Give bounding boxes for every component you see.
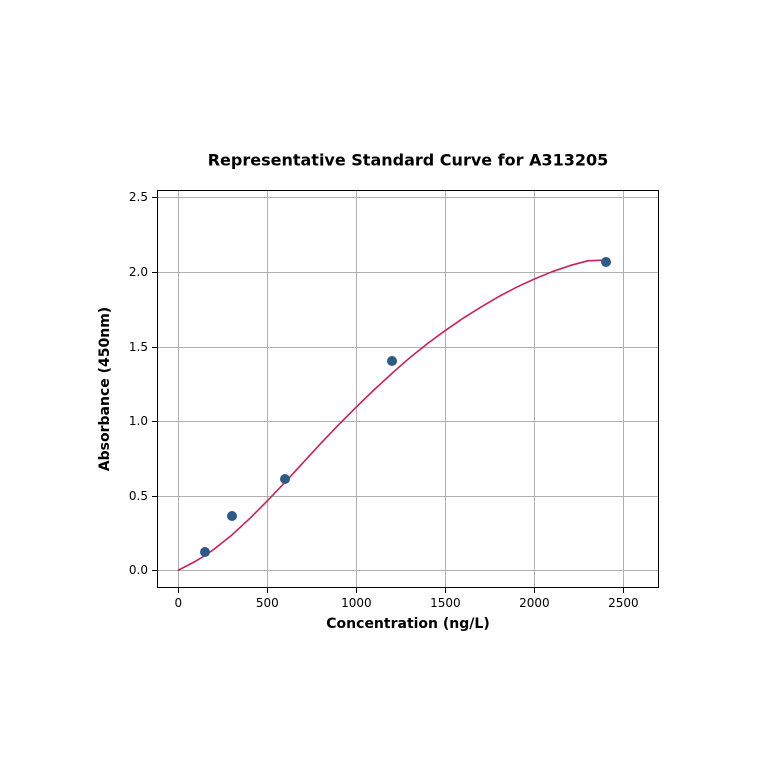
xtick-mark — [623, 588, 624, 593]
ytick-label: 1.5 — [129, 340, 148, 354]
ytick-label: 0.0 — [129, 563, 148, 577]
ytick-mark — [152, 421, 157, 422]
ytick-label: 2.5 — [129, 190, 148, 204]
data-point — [387, 356, 397, 366]
ytick-label: 0.5 — [129, 489, 148, 503]
axis-spine — [157, 190, 659, 191]
axis-spine — [157, 587, 659, 588]
ytick-mark — [152, 496, 157, 497]
xtick-mark — [267, 588, 268, 593]
xtick-mark — [356, 588, 357, 593]
xtick-mark — [178, 588, 179, 593]
xtick-label: 0 — [175, 596, 183, 610]
axis-spine — [157, 190, 158, 588]
xtick-mark — [445, 588, 446, 593]
data-point — [280, 474, 290, 484]
y-axis-title: Absorbance (450nm) — [97, 307, 113, 471]
chart-title: Representative Standard Curve for A31320… — [208, 151, 609, 170]
ytick-mark — [152, 197, 157, 198]
fit-curve — [0, 0, 764, 764]
xtick-label: 2500 — [608, 596, 639, 610]
data-point — [200, 547, 210, 557]
xtick-label: 500 — [256, 596, 279, 610]
data-point — [227, 511, 237, 521]
ytick-label: 1.0 — [129, 414, 148, 428]
ytick-mark — [152, 347, 157, 348]
ytick-label: 2.0 — [129, 265, 148, 279]
xtick-label: 2000 — [519, 596, 550, 610]
ytick-mark — [152, 272, 157, 273]
xtick-label: 1500 — [430, 596, 461, 610]
axis-spine — [658, 190, 659, 588]
xtick-mark — [534, 588, 535, 593]
data-point — [601, 257, 611, 267]
x-axis-title: Concentration (ng/L) — [326, 616, 489, 632]
xtick-label: 1000 — [341, 596, 372, 610]
ytick-mark — [152, 570, 157, 571]
